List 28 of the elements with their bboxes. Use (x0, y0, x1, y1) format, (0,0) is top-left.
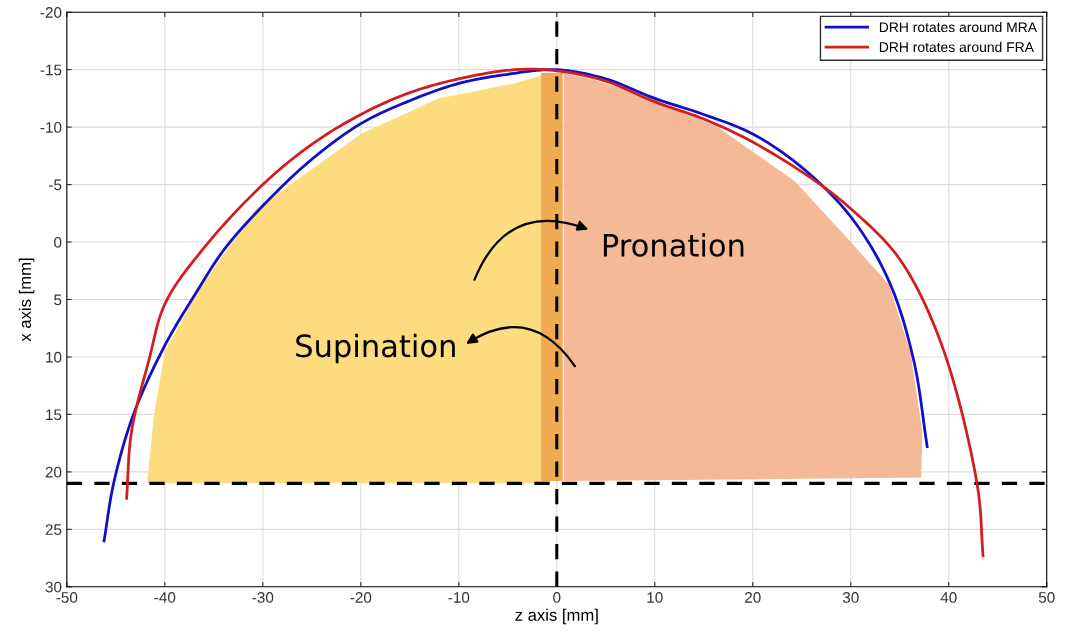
y-tick-label: 10 (46, 351, 62, 363)
legend-label: DRH rotates around FRA (879, 41, 1034, 53)
y-tick-label: 15 (46, 409, 62, 421)
x-tick-label: -10 (448, 592, 470, 603)
legend-label: DRH rotates around MRA (879, 21, 1037, 33)
x-tick-label: 30 (842, 592, 859, 603)
annotation: Supination (296, 333, 455, 364)
y-tick-label: -20 (40, 7, 62, 18)
x-tick-label: -30 (252, 592, 274, 603)
x-tick-label: -50 (56, 592, 78, 603)
y-tick-label: -15 (40, 64, 62, 76)
y-tick-label: -10 (40, 121, 62, 133)
x-tick-label: -40 (154, 592, 176, 603)
y-tick-label: -5 (49, 179, 62, 191)
y-tick-label: 20 (45, 466, 62, 478)
x-tick-label: 40 (940, 592, 957, 603)
x-tick-label: -20 (350, 592, 372, 603)
x-axis-title: z axis [mm] (515, 608, 598, 625)
y-tick-label: 30 (45, 581, 62, 593)
y-axis-title: x axis [mm] (18, 258, 35, 342)
x-tick-label: 10 (647, 592, 663, 603)
x-tick-label: 0 (553, 592, 561, 603)
annotation: Pronation (603, 233, 744, 257)
y-tick-label: 25 (45, 524, 62, 536)
x-tick-label: 50 (1038, 592, 1055, 603)
y-tick-label: 5 (54, 294, 62, 306)
x-tick-label: 20 (745, 592, 761, 603)
y-tick-label: 0 (54, 236, 62, 248)
